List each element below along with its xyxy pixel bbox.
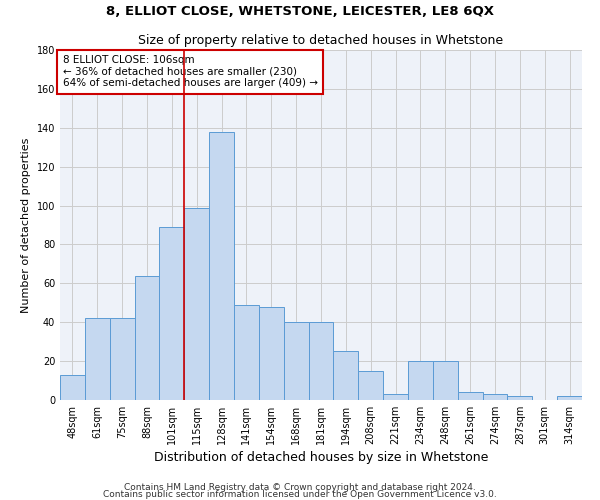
Bar — [209, 132, 234, 400]
Title: Size of property relative to detached houses in Whetstone: Size of property relative to detached ho… — [139, 34, 503, 48]
Bar — [482, 394, 508, 400]
Bar — [408, 361, 433, 400]
Bar — [284, 322, 308, 400]
Text: Contains HM Land Registry data © Crown copyright and database right 2024.: Contains HM Land Registry data © Crown c… — [124, 484, 476, 492]
Bar — [259, 306, 284, 400]
Bar — [160, 227, 184, 400]
Bar — [433, 361, 458, 400]
Bar — [358, 371, 383, 400]
Y-axis label: Number of detached properties: Number of detached properties — [21, 138, 31, 312]
Bar — [234, 304, 259, 400]
Text: 8, ELLIOT CLOSE, WHETSTONE, LEICESTER, LE8 6QX: 8, ELLIOT CLOSE, WHETSTONE, LEICESTER, L… — [106, 5, 494, 18]
Bar — [85, 318, 110, 400]
Text: 8 ELLIOT CLOSE: 106sqm
← 36% of detached houses are smaller (230)
64% of semi-de: 8 ELLIOT CLOSE: 106sqm ← 36% of detached… — [62, 55, 317, 88]
Bar — [383, 394, 408, 400]
Bar — [508, 396, 532, 400]
Bar — [334, 352, 358, 400]
Bar — [184, 208, 209, 400]
X-axis label: Distribution of detached houses by size in Whetstone: Distribution of detached houses by size … — [154, 451, 488, 464]
Text: Contains public sector information licensed under the Open Government Licence v3: Contains public sector information licen… — [103, 490, 497, 499]
Bar — [308, 322, 334, 400]
Bar — [458, 392, 482, 400]
Bar — [557, 396, 582, 400]
Bar — [134, 276, 160, 400]
Bar — [110, 318, 134, 400]
Bar — [60, 374, 85, 400]
